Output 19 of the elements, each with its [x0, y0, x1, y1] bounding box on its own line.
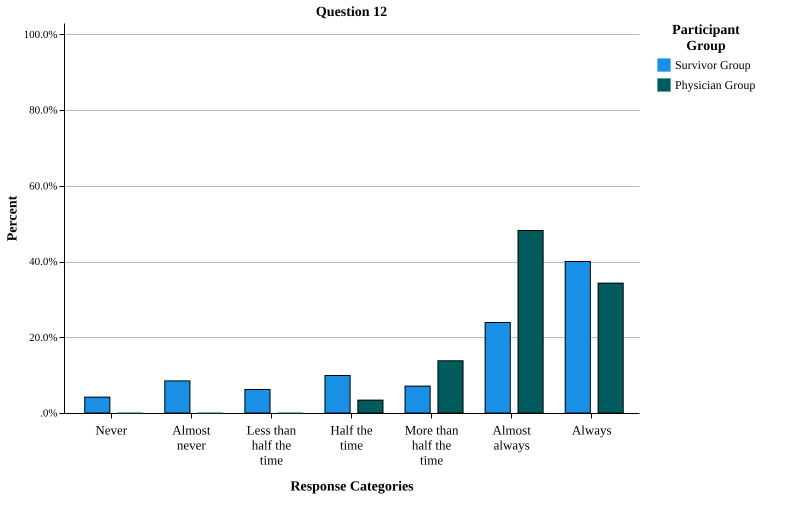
x-tick-label: Less than half the time: [246, 422, 297, 468]
legend-title: Participant Group: [672, 23, 740, 54]
y-tick-label: 80.0%: [29, 104, 58, 117]
x-tick-label: Never: [95, 422, 128, 438]
x-axis-title: Response Categories: [290, 480, 414, 494]
y-tick-label: 100.0%: [24, 28, 58, 41]
x-tick-label: Always: [572, 422, 612, 438]
chart-title: Question 12: [316, 5, 388, 20]
y-tick-label: 20.0%: [29, 332, 58, 344]
x-tick-label: Almost never: [172, 422, 211, 452]
y-tick-label: .0%: [40, 408, 58, 420]
x-tick-label: Almost always: [492, 422, 532, 452]
y-tick-label: 40.0%: [29, 256, 58, 268]
x-tick-label: Half the time: [330, 422, 373, 452]
x-tick-label: More than half the time: [404, 422, 459, 468]
y-axis-title: Percent: [6, 195, 21, 242]
y-tick-label: 60.0%: [29, 180, 58, 192]
legend-label: Survivor Group: [675, 58, 751, 72]
legend-label: Physician Group: [675, 78, 756, 92]
